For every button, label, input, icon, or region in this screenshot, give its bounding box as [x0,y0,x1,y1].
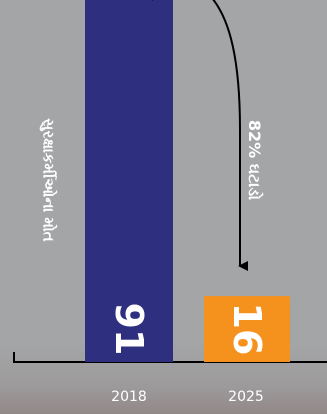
annotation-arrow [152,0,248,271]
bar-value-2018: 91 [107,302,151,356]
annotation-label: 82% ઘટાડો [245,119,264,201]
series-label: સુરક્ષાકર્મીઓના મોત [39,118,58,242]
x-tick-2018: 2018 [111,389,147,405]
bar-2018 [85,0,173,363]
bar-2025 [204,296,290,362]
bar-value-2025: 16 [225,302,269,356]
x-tick-2025: 2025 [228,389,264,405]
